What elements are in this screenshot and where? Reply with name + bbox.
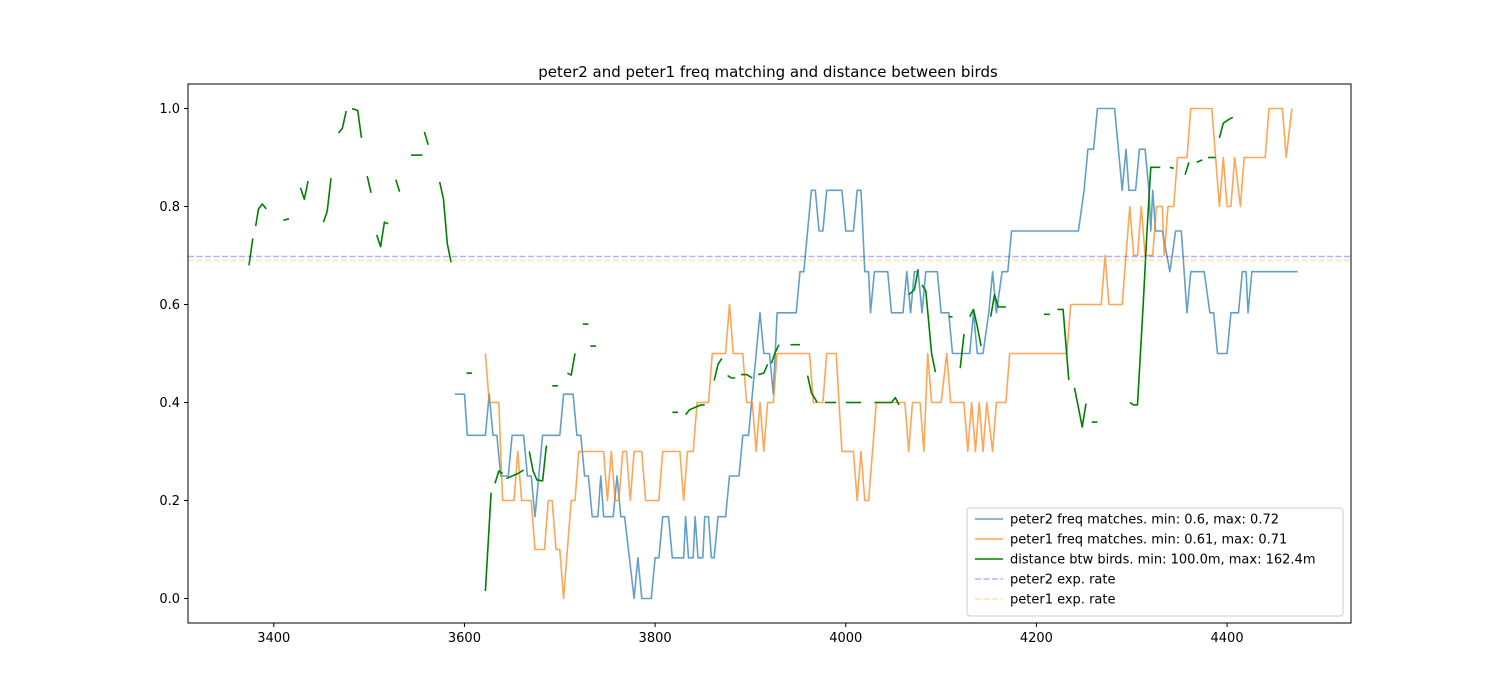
y-tick-label: 0.2 [159,494,180,509]
legend-label-4: peter1 exp. rate [1010,593,1115,608]
series-0-line-0 [454,107,1298,600]
x-tick-label: 4400 [1211,631,1244,646]
series-2-line-8 [375,221,389,248]
series-2-line-27 [757,363,769,376]
series-2-line-25 [727,374,736,379]
series-2-line-35 [921,284,937,373]
series-2-line-30 [806,375,818,403]
series-2-line-44 [1129,166,1161,406]
legend-label-1: peter1 freq matches. min: 0.61, max: 0.7… [1010,533,1287,548]
series-2-line-5 [337,110,347,134]
series-2-line-17 [528,445,548,482]
series-2-line-14 [484,492,492,592]
series-2-line-28 [770,344,780,364]
series-2-line-46 [1184,162,1190,175]
axes-layer: 3400 3600 3800 4000 4200 4400 0.0 0.2 0.4 0.6 0.8 1… [159,83,1352,646]
series-2-line-41 [1057,308,1070,381]
series-2-line-42 [1073,387,1087,428]
series-2-line-11 [423,131,429,146]
y-tick-label: 0.4 [159,396,180,411]
y-tick-label: 0.0 [159,592,180,607]
axes-frame [187,83,1352,624]
x-tick-label: 3800 [639,631,672,646]
y-tick-label: 1.0 [159,102,180,117]
series-2-line-33 [874,396,900,406]
series-2-line-38 [968,308,982,347]
y-tick-label: 0.6 [159,298,180,313]
x-tick-label: 3400 [257,631,290,646]
series-2-line-15 [494,470,504,484]
series-1 [484,107,1293,600]
series-layer [188,107,1351,600]
series-1-line-0 [484,107,1293,600]
series-2-line-12 [438,181,452,263]
series-2-line-1 [254,203,267,227]
y-tick-label: 0.8 [159,200,180,215]
legend-label-2: distance btw birds. min: 100.0m, max: 16… [1010,553,1316,568]
legend-label-0: peter2 freq matches. min: 0.6, max: 0.72 [1010,513,1279,528]
series-2-line-16 [506,469,525,480]
series-2-line-39 [989,293,1006,317]
series-0 [454,107,1298,600]
series-2-line-37 [959,333,965,369]
series-2 [248,107,1234,592]
series-2-line-24 [713,357,723,381]
series-2-line-47 [1196,159,1203,164]
series-2-line-2 [283,218,290,221]
series-2-line-6 [351,107,363,139]
legend: peter2 freq matches. min: 0.6, max: 0.72… [966,507,1344,617]
x-tick-label: 4000 [829,631,862,646]
series-2-line-7 [366,175,372,193]
series-2-line-23 [684,404,705,416]
series-2-line-26 [740,373,753,379]
series-2-line-49 [1218,116,1234,139]
series-2-line-45 [1169,166,1174,170]
series-2-line-34 [908,269,919,296]
legend-label-3: peter2 exp. rate [1010,573,1115,588]
x-tick-label: 4200 [1020,631,1053,646]
chart-title: peter2 and peter1 freq matching and dist… [538,63,998,81]
series-2-line-9 [395,179,401,193]
series-2-line-0 [248,238,254,266]
legend-box [966,507,1344,617]
series-2-line-19 [567,353,576,376]
series-2-line-4 [322,178,332,223]
x-tick-label: 3600 [448,631,481,646]
series-2-line-3 [299,180,309,200]
